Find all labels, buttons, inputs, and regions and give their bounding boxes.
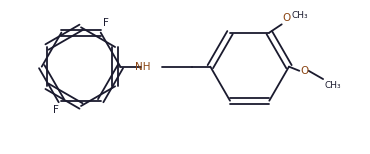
Text: O: O — [283, 13, 291, 23]
Text: CH₃: CH₃ — [291, 11, 307, 20]
Text: F: F — [53, 105, 59, 115]
Text: O: O — [300, 66, 309, 76]
Text: NH: NH — [135, 62, 151, 72]
Text: CH₃: CH₃ — [324, 81, 341, 90]
Text: F: F — [103, 18, 109, 28]
